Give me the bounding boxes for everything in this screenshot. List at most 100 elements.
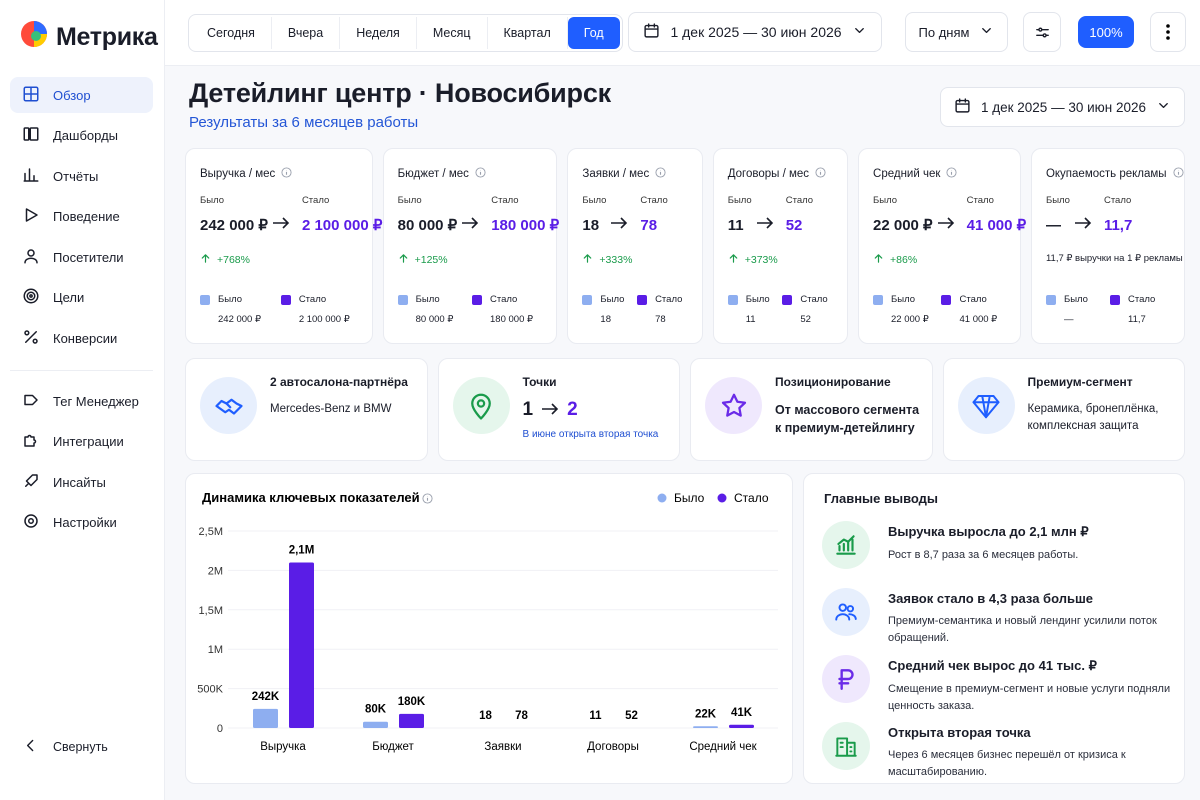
icon-part (24, 514, 38, 529)
nav-item[interactable]: Тег Менеджер (10, 383, 153, 419)
highlight-description: Керамика, бронеплёнка, комплексная защит… (1027, 403, 1159, 432)
icon-part (24, 394, 38, 405)
icon-part (729, 254, 738, 263)
icon-part (24, 434, 37, 447)
period-button[interactable]: Сегодня (191, 17, 272, 49)
info-icon (475, 167, 486, 181)
icon-part (23, 167, 39, 182)
icon-part (835, 737, 857, 757)
icon-part (272, 217, 290, 229)
more-button[interactable] (1150, 12, 1186, 52)
legend-swatch (941, 294, 952, 305)
icon-part (644, 23, 660, 30)
kpi-legend: Было Стало 11 52 (727, 294, 837, 325)
icon-part (23, 288, 39, 304)
legend-swatch (637, 294, 648, 305)
highlight-icon (452, 377, 510, 434)
period-button[interactable]: Неделя (340, 17, 417, 49)
conclusion-description: Премиум-семантика и новый лендинг усилил… (888, 615, 1157, 644)
before-value: 22 000 ₽ (873, 217, 933, 234)
nav-item[interactable]: Инсайты (10, 464, 153, 500)
icon-part (23, 167, 39, 182)
chevron (979, 23, 994, 41)
nav-icon (22, 431, 40, 452)
icon-part (756, 217, 773, 229)
kpi-card: Заявки / мес Было Стало 18 78 +333% Было Стало 1… (567, 148, 703, 344)
nav-item[interactable]: Цели (10, 280, 153, 316)
change-value: +768% (217, 254, 250, 266)
icon-part (475, 167, 486, 178)
icon-part (24, 330, 38, 344)
nav-label: Отчёты (53, 168, 99, 184)
logo-text: Метрика (56, 23, 158, 51)
nav-item[interactable]: Интеграции (10, 424, 153, 460)
kpi-title-text: Окупаемость рекламы (1045, 168, 1167, 180)
icon-part (1173, 167, 1184, 178)
after-value: 2 (567, 399, 578, 420)
period-button[interactable]: Месяц (417, 17, 488, 49)
y-tick-label: 2,5M (199, 526, 223, 538)
info-icon (281, 167, 292, 181)
x-tick-label: Договоры (587, 741, 639, 753)
legend-swatch (200, 294, 210, 305)
grouping-select[interactable]: По дням (905, 12, 1008, 52)
legend-value: 80 000 ₽ (415, 314, 454, 325)
nav-item[interactable]: Отчёты (10, 158, 153, 194)
change: +373% (728, 253, 778, 267)
arrow (1074, 216, 1100, 234)
icon-part (611, 217, 628, 229)
filter-button[interactable] (1023, 12, 1061, 52)
kpi-values: Было Стало 80 000 ₽ 180 000 ₽ (398, 195, 560, 234)
highlight-card: 2 автосалона-партнёра Mercedes-Benz и BMW (185, 358, 428, 461)
value-label: 41K (731, 707, 753, 719)
nav-item[interactable]: Посетители (10, 239, 153, 275)
conclusion-text: Открыта вторая точка Через 6 месяцев бизн… (888, 722, 1172, 781)
kpi-card: Средний чек Было Стало 22 000 ₽ 41 000 ₽ +86%… (858, 148, 1026, 344)
nav-item[interactable]: Обзор (10, 77, 153, 113)
nav-item[interactable]: Поведение (10, 199, 153, 235)
x-tick-label: Бюджет (372, 741, 414, 753)
highlight-icon (705, 377, 762, 434)
icon-part (542, 403, 559, 415)
period-button[interactable]: Квартал (488, 17, 568, 49)
icon-part (982, 28, 992, 33)
icon-part (31, 31, 41, 41)
legend-swatch (472, 294, 483, 305)
bar (289, 562, 314, 728)
legend-value: 180 000 ₽ (490, 314, 534, 325)
legend-dot (657, 493, 667, 503)
arrow (461, 216, 487, 234)
period-button[interactable]: Вчера (272, 17, 341, 49)
icon-part (462, 217, 479, 229)
kpi-card: Окупаемость рекламы Было Стало — 11,7 11,7 ₽ … (1030, 148, 1186, 344)
value-label: 242K (252, 691, 280, 703)
conclusion-title: Открыта вторая точка (888, 725, 1031, 740)
date-picker[interactable]: 1 дек 2025 — 30 июн 2026 (940, 87, 1185, 127)
icon-part (542, 403, 559, 415)
period-switch: Сегодня Вчера Неделя Месяц Квартал Год (188, 14, 623, 52)
icon-part (29, 294, 33, 299)
date-range: 1 дек 2025 — 30 июн 2026 (670, 24, 842, 40)
highlight-title: Премиум-сегмент (1027, 375, 1133, 389)
icon-part (1166, 24, 1170, 28)
icon-part (32, 338, 38, 344)
legend-label: Было (745, 294, 770, 305)
date-picker[interactable]: 1 дек 2025 — 30 июн 2026 (628, 12, 882, 52)
period-button[interactable]: Год (567, 17, 620, 49)
zoom-button[interactable]: 100% (1078, 16, 1134, 48)
collapse-button[interactable]: Свернуть (22, 737, 108, 757)
value-label: 22K (695, 708, 717, 720)
icon-part (644, 23, 660, 38)
icon-part (29, 127, 39, 141)
nav-item[interactable]: Конверсии (10, 321, 153, 357)
after-value: 11,7 (1103, 216, 1133, 234)
bar (693, 726, 718, 728)
kpi-legend: Было Стало 242 000 ₽ 2 100 000 ₽ (200, 294, 362, 325)
legend-item: Было (1045, 294, 1110, 305)
kpi-title: Средний чек (873, 167, 957, 181)
legend-label: Стало (1127, 294, 1156, 305)
icon-part (835, 613, 857, 621)
nav-item[interactable]: Настройки (10, 505, 153, 541)
nav-item[interactable]: Дашборды (10, 118, 153, 154)
nav-icon (22, 125, 40, 146)
